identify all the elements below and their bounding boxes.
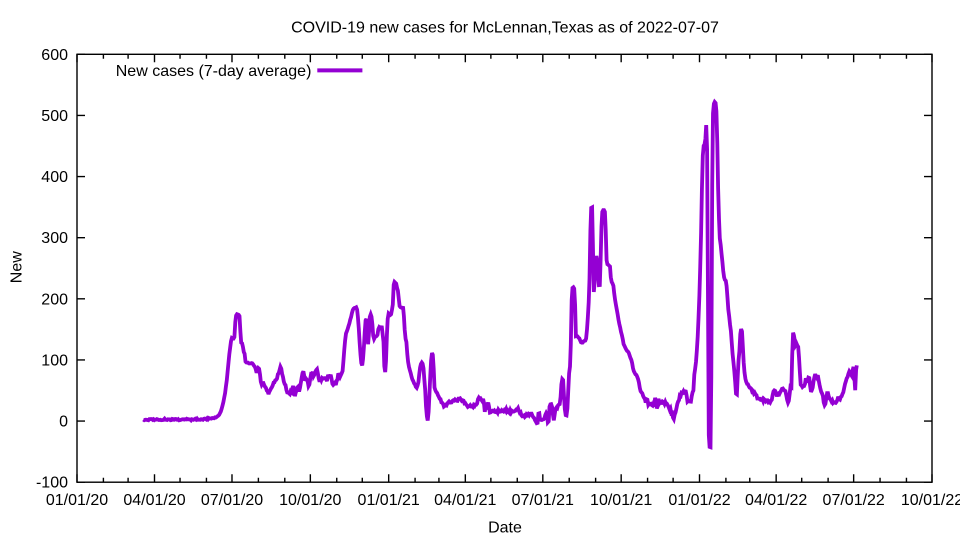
svg-text:07/01/20: 07/01/20 <box>201 492 263 509</box>
svg-text:07/01/21: 07/01/21 <box>512 492 574 509</box>
svg-text:COVID-19 new cases for McLenna: COVID-19 new cases for McLennan,Texas as… <box>291 19 719 36</box>
svg-text:-100: -100 <box>36 475 68 492</box>
svg-text:0: 0 <box>59 414 68 431</box>
svg-text:04/01/22: 04/01/22 <box>745 492 807 509</box>
svg-text:10/01/21: 10/01/21 <box>590 492 652 509</box>
svg-text:500: 500 <box>41 108 68 125</box>
svg-text:10/01/22: 10/01/22 <box>901 492 960 509</box>
svg-text:04/01/21: 04/01/21 <box>434 492 496 509</box>
svg-text:Date: Date <box>488 519 522 536</box>
svg-text:01/01/20: 01/01/20 <box>46 492 108 509</box>
svg-text:600: 600 <box>41 47 68 64</box>
svg-text:400: 400 <box>41 169 68 186</box>
svg-text:01/01/21: 01/01/21 <box>358 492 420 509</box>
svg-text:300: 300 <box>41 230 68 247</box>
svg-text:100: 100 <box>41 352 68 369</box>
svg-text:New cases (7-day average): New cases (7-day average) <box>116 63 312 80</box>
svg-text:10/01/20: 10/01/20 <box>279 492 341 509</box>
svg-text:01/01/22: 01/01/22 <box>668 492 730 509</box>
svg-text:200: 200 <box>41 291 68 308</box>
svg-text:07/01/22: 07/01/22 <box>823 492 885 509</box>
svg-text:04/01/20: 04/01/20 <box>123 492 185 509</box>
svg-text:New: New <box>8 251 25 283</box>
